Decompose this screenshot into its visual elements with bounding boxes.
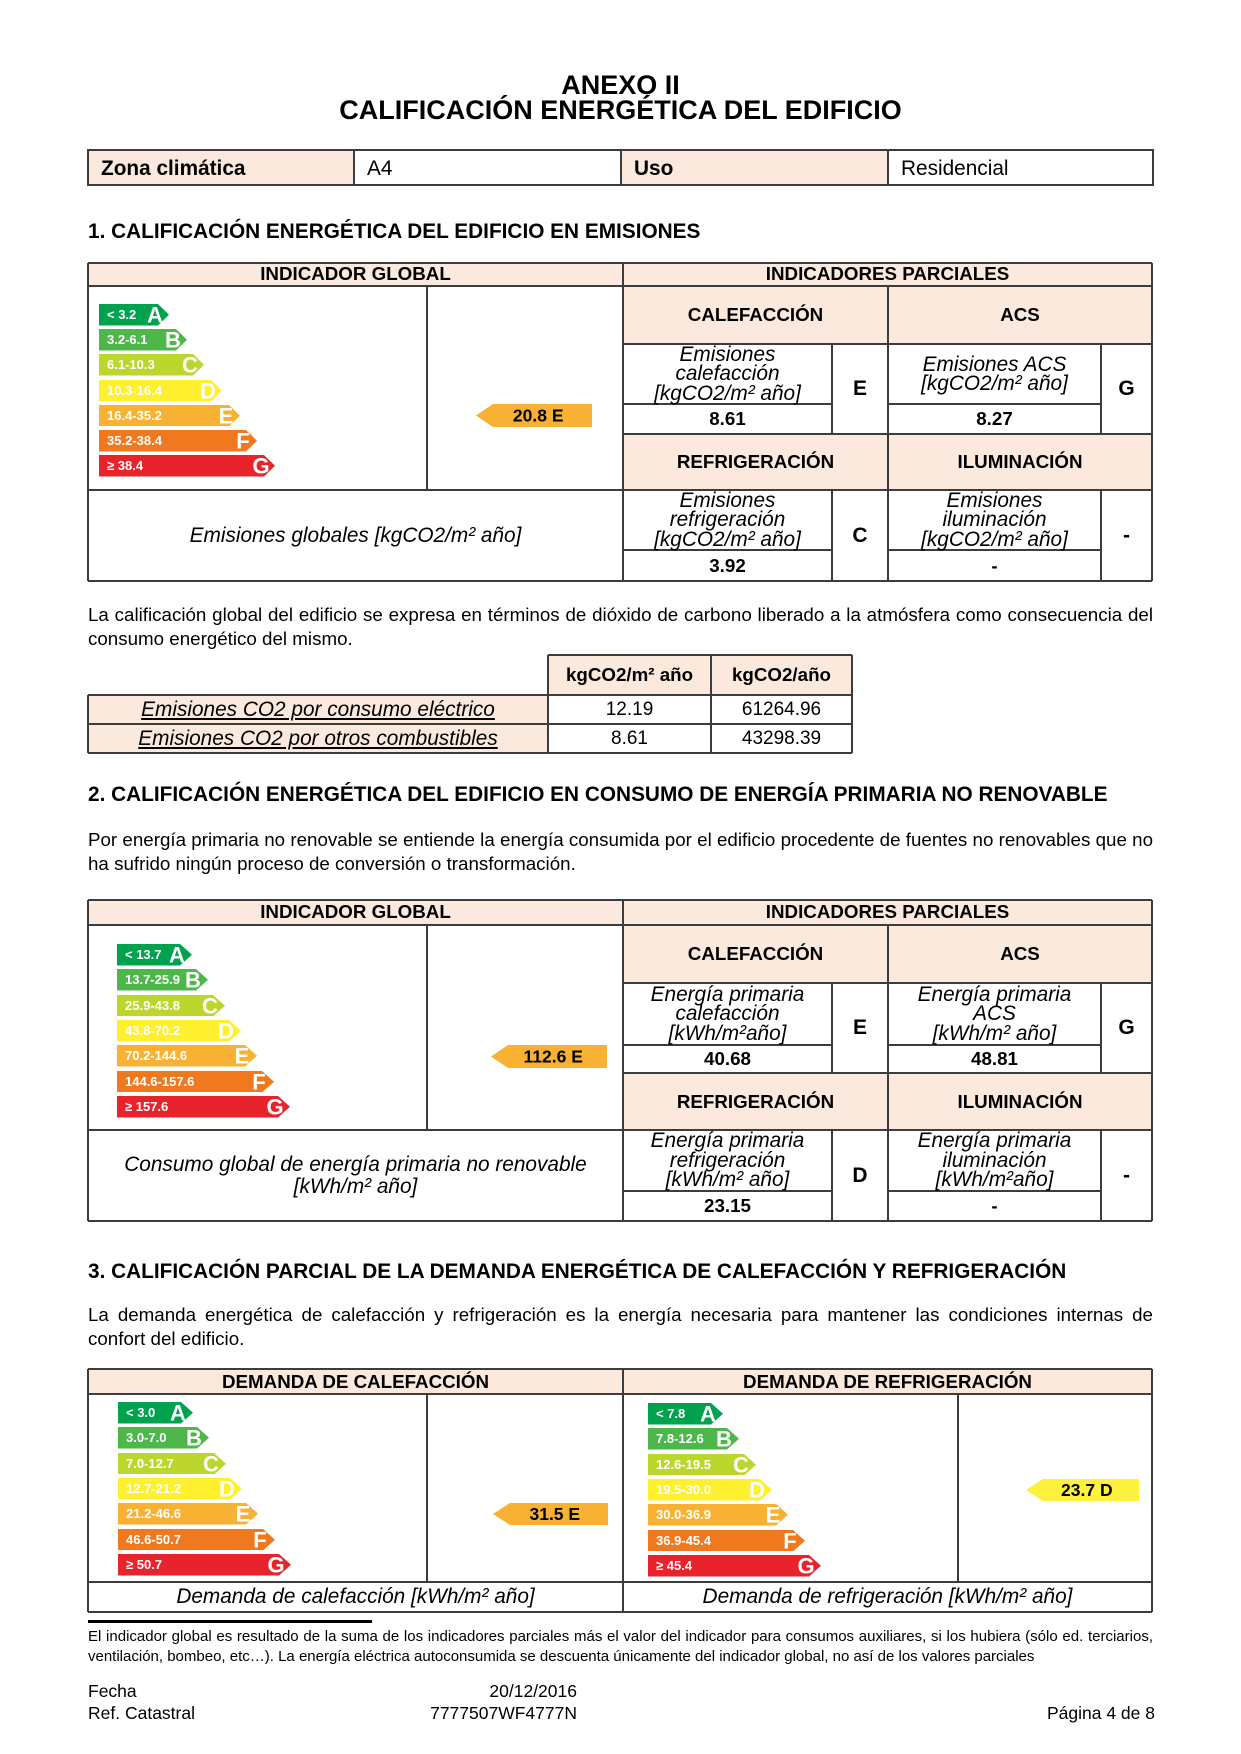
svg-text:≥ 38.4: ≥ 38.4 — [107, 458, 144, 473]
svg-text:A: A — [170, 1402, 186, 1424]
svg-text:A: A — [700, 1403, 716, 1425]
svg-text:12.7-21.2: 12.7-21.2 — [126, 1481, 181, 1496]
svg-text:F: F — [236, 430, 249, 452]
svg-text:C: C — [182, 354, 198, 376]
svg-text:21.2-46.6: 21.2-46.6 — [126, 1506, 181, 1521]
svg-text:G: G — [267, 1554, 284, 1576]
svg-text:C: C — [202, 995, 218, 1017]
svg-text:7.8-12.6: 7.8-12.6 — [656, 1431, 704, 1446]
svg-text:< 7.8: < 7.8 — [656, 1406, 685, 1421]
svg-text:≥ 45.4: ≥ 45.4 — [656, 1558, 693, 1573]
svg-text:46.6-50.7: 46.6-50.7 — [126, 1532, 181, 1547]
svg-text:20.8 E: 20.8 E — [513, 405, 564, 425]
svg-text:G: G — [797, 1555, 814, 1577]
svg-text:13.7-25.9: 13.7-25.9 — [125, 973, 180, 988]
svg-text:25.9-43.8: 25.9-43.8 — [125, 998, 180, 1013]
svg-text:B: B — [165, 329, 181, 351]
svg-text:G: G — [252, 455, 269, 477]
svg-text:A: A — [169, 944, 185, 966]
svg-text:10.3-16.4: 10.3-16.4 — [107, 383, 163, 398]
svg-text:≥ 50.7: ≥ 50.7 — [126, 1557, 162, 1572]
svg-text:70.2-144.6: 70.2-144.6 — [125, 1049, 187, 1064]
svg-text:E: E — [235, 1045, 250, 1067]
svg-text:G: G — [266, 1096, 283, 1118]
svg-text:E: E — [236, 1503, 251, 1525]
svg-text:36.9-45.4: 36.9-45.4 — [656, 1533, 712, 1548]
svg-text:D: D — [200, 380, 216, 402]
svg-text:A: A — [147, 304, 163, 326]
svg-text:< 3.0: < 3.0 — [126, 1405, 155, 1420]
svg-text:F: F — [252, 1071, 265, 1093]
svg-text:B: B — [716, 1428, 732, 1450]
svg-text:F: F — [253, 1529, 266, 1551]
svg-text:43.8-70.2: 43.8-70.2 — [125, 1023, 180, 1038]
svg-text:F: F — [783, 1530, 796, 1552]
svg-text:C: C — [733, 1454, 749, 1476]
svg-text:≥ 157.6: ≥ 157.6 — [125, 1099, 168, 1114]
svg-text:35.2-38.4: 35.2-38.4 — [107, 433, 163, 448]
svg-text:3.2-6.1: 3.2-6.1 — [107, 332, 147, 347]
svg-text:12.6-19.5: 12.6-19.5 — [656, 1457, 711, 1472]
svg-text:< 13.7: < 13.7 — [125, 947, 162, 962]
svg-text:B: B — [185, 969, 201, 991]
svg-text:7.0-12.7: 7.0-12.7 — [126, 1456, 174, 1471]
svg-text:19.5-30.0: 19.5-30.0 — [656, 1482, 711, 1497]
svg-text:D: D — [749, 1479, 765, 1501]
svg-text:E: E — [219, 405, 234, 427]
svg-text:16.4-35.2: 16.4-35.2 — [107, 408, 162, 423]
svg-text:112.6 E: 112.6 E — [524, 1047, 583, 1067]
svg-text:6.1-10.3: 6.1-10.3 — [107, 358, 155, 373]
svg-text:23.7 D: 23.7 D — [1061, 1480, 1113, 1500]
svg-text:D: D — [218, 1020, 234, 1042]
svg-text:E: E — [766, 1504, 781, 1526]
svg-text:31.5 E: 31.5 E — [529, 1504, 580, 1524]
svg-text:D: D — [219, 1478, 235, 1500]
svg-text:3.0-7.0: 3.0-7.0 — [126, 1430, 166, 1445]
svg-text:< 3.2: < 3.2 — [107, 307, 136, 322]
svg-text:B: B — [186, 1427, 202, 1449]
svg-text:30.0-36.9: 30.0-36.9 — [656, 1507, 711, 1522]
svg-text:144.6-157.6: 144.6-157.6 — [125, 1074, 194, 1089]
svg-text:C: C — [203, 1453, 219, 1475]
